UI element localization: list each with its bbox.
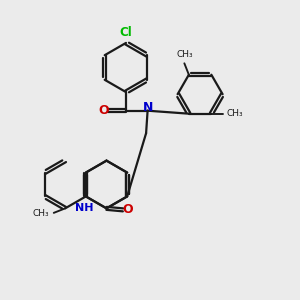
Text: N: N: [143, 101, 153, 114]
Text: O: O: [98, 104, 109, 117]
Text: NH: NH: [75, 203, 94, 213]
Text: CH₃: CH₃: [32, 209, 49, 218]
Text: O: O: [122, 203, 133, 216]
Text: CH₃: CH₃: [177, 50, 193, 59]
Text: CH₃: CH₃: [227, 109, 244, 118]
Text: Cl: Cl: [120, 26, 132, 39]
